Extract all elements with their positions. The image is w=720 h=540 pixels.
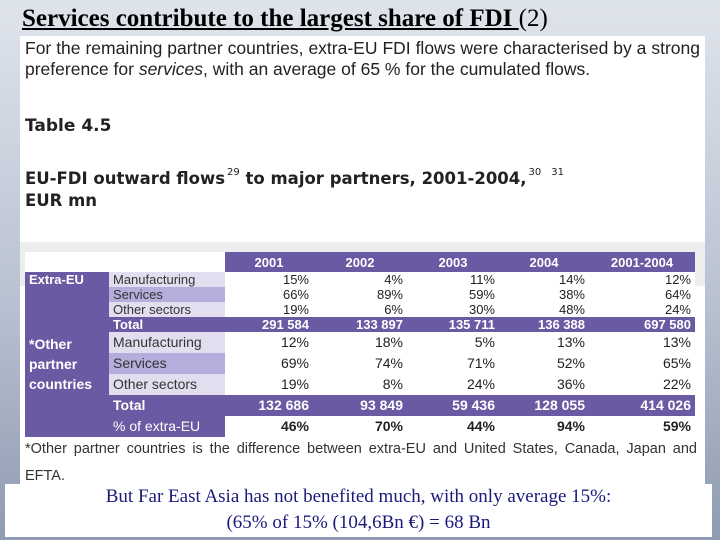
row-label: Total <box>109 317 225 332</box>
row-label: Manufacturing <box>109 332 225 353</box>
table-cell: 8% <box>313 374 407 395</box>
table-cell: 6% <box>313 302 407 317</box>
row-label: Services <box>109 353 225 374</box>
table-cell: 65% <box>589 353 695 374</box>
caption-text-1: EU-FDI outward flows <box>25 169 226 188</box>
table-cell: 14% <box>499 272 589 287</box>
table-cell: 291 584 <box>225 317 313 332</box>
caption-text-3: EUR mn <box>25 191 98 210</box>
group-label-other-partners: *Other partner countries <box>25 332 109 437</box>
table-number: Table 4.5 <box>25 116 112 136</box>
conclusion-line-2: (65% of 15% (104,6Bn €) = 68 Bn <box>226 512 491 533</box>
table-cell: 12% <box>225 332 313 353</box>
table-cell: 70% <box>313 416 407 437</box>
table-cell: 38% <box>499 287 589 302</box>
slide-title-suffix: (2) <box>518 5 548 32</box>
table-cell: 15% <box>225 272 313 287</box>
column-header: 2001 <box>225 252 313 272</box>
column-header: 2001-2004 <box>589 252 695 272</box>
table-cell: 48% <box>499 302 589 317</box>
table-row: Other sectors 19% 6% 30% 48% 24% <box>25 302 695 317</box>
table-row: Extra-EU Manufacturing 15% 4% 11% 14% 12… <box>25 272 695 332</box>
row-label: % of extra-EU <box>109 416 225 437</box>
table-cell: 24% <box>589 302 695 317</box>
column-header: 2002 <box>313 252 407 272</box>
footnote-ref-29: 29 <box>227 167 240 178</box>
column-header: 2003 <box>407 252 499 272</box>
table-cell: 133 897 <box>313 317 407 332</box>
row-label: Other sectors <box>109 302 225 317</box>
table-cell: 71% <box>407 353 499 374</box>
table-cell: 19% <box>225 302 313 317</box>
table-cell: 59 436 <box>407 395 499 416</box>
table-row: Services 66% 89% 59% 38% 64% <box>25 287 695 302</box>
table-cell: 12% <box>589 272 695 287</box>
conclusion-box: But Far East Asia has not benefited much… <box>5 484 712 537</box>
table-cell: 5% <box>407 332 499 353</box>
table-cell: 36% <box>499 374 589 395</box>
table-cell: 59% <box>407 287 499 302</box>
intro-paragraph: For the remaining partner countries, ext… <box>25 38 700 80</box>
table-caption: EU-FDI outward flows 29 to major partners… <box>25 162 695 212</box>
table-row-total: Total 291 584 133 897 135 711 136 388 69… <box>25 317 695 332</box>
table-cell: 24% <box>407 374 499 395</box>
table-cell: 59% <box>589 416 695 437</box>
table-cell: 30% <box>407 302 499 317</box>
row-label: Manufacturing <box>109 272 225 287</box>
table-row: *Other partner countries Manufacturing 12%… <box>25 332 695 437</box>
table-cell: 128 055 <box>499 395 589 416</box>
table-cell: 93 849 <box>313 395 407 416</box>
table-cell: 74% <box>313 353 407 374</box>
table-cell: 94% <box>499 416 589 437</box>
column-header: 2004 <box>499 252 589 272</box>
table-cell: 22% <box>589 374 695 395</box>
slide-title: Services contribute to the largest share… <box>22 3 712 39</box>
table-cell: 18% <box>313 332 407 353</box>
table-cell: 697 580 <box>589 317 695 332</box>
table-row: Services 69% 74% 71% 52% 65% <box>25 353 695 374</box>
document-excerpt: For the remaining partner countries, ext… <box>20 36 705 490</box>
fdi-table: 2001 2002 2003 2004 2001-2004 Extra-EU M… <box>25 252 695 437</box>
table-cell: 19% <box>225 374 313 395</box>
row-label: Total <box>109 395 225 416</box>
table-cell: 4% <box>313 272 407 287</box>
table-cell: 11% <box>407 272 499 287</box>
table-cell: 64% <box>589 287 695 302</box>
intro-part-1: For the remaining partner countries, ext… <box>25 38 700 79</box>
table-cell: 44% <box>407 416 499 437</box>
slide-title-main: Services contribute to the largest share… <box>22 5 519 32</box>
conclusion-line-1: But Far East Asia has not benefited much… <box>105 486 612 507</box>
table-cell: 135 711 <box>407 317 499 332</box>
table-cell: 132 686 <box>225 395 313 416</box>
table-cell: 46% <box>225 416 313 437</box>
footnote-ref-31: 31 <box>551 167 565 178</box>
table-cell: 69% <box>225 353 313 374</box>
table-cell: 13% <box>499 332 589 353</box>
table-cell: 136 388 <box>499 317 589 332</box>
table-header-row: 2001 2002 2003 2004 2001-2004 <box>25 252 695 272</box>
table-row-percent: % of extra-EU 46% 70% 44% 94% 59% <box>25 416 695 437</box>
table-cell: 414 026 <box>589 395 695 416</box>
intro-italic: services <box>138 59 203 79</box>
table-row: Other sectors 19% 8% 24% 36% 22% <box>25 374 695 395</box>
intro-part-2: , with an average of 65 % for the cumula… <box>203 59 591 79</box>
caption-text-2: to major partners, 2001-2004, <box>239 169 527 188</box>
table-cell: 52% <box>499 353 589 374</box>
row-label: Other sectors <box>109 374 225 395</box>
table-footnote: *Other partner countries is the differen… <box>25 441 697 484</box>
table-cell: 66% <box>225 287 313 302</box>
table-cell: 89% <box>313 287 407 302</box>
table-row-total: Total 132 686 93 849 59 436 128 055 414 … <box>25 395 695 416</box>
table-cell: 13% <box>589 332 695 353</box>
group-label-extra-eu: Extra-EU <box>25 272 109 332</box>
row-label: Services <box>109 287 225 302</box>
footnote-ref-30: 30 <box>528 167 542 178</box>
